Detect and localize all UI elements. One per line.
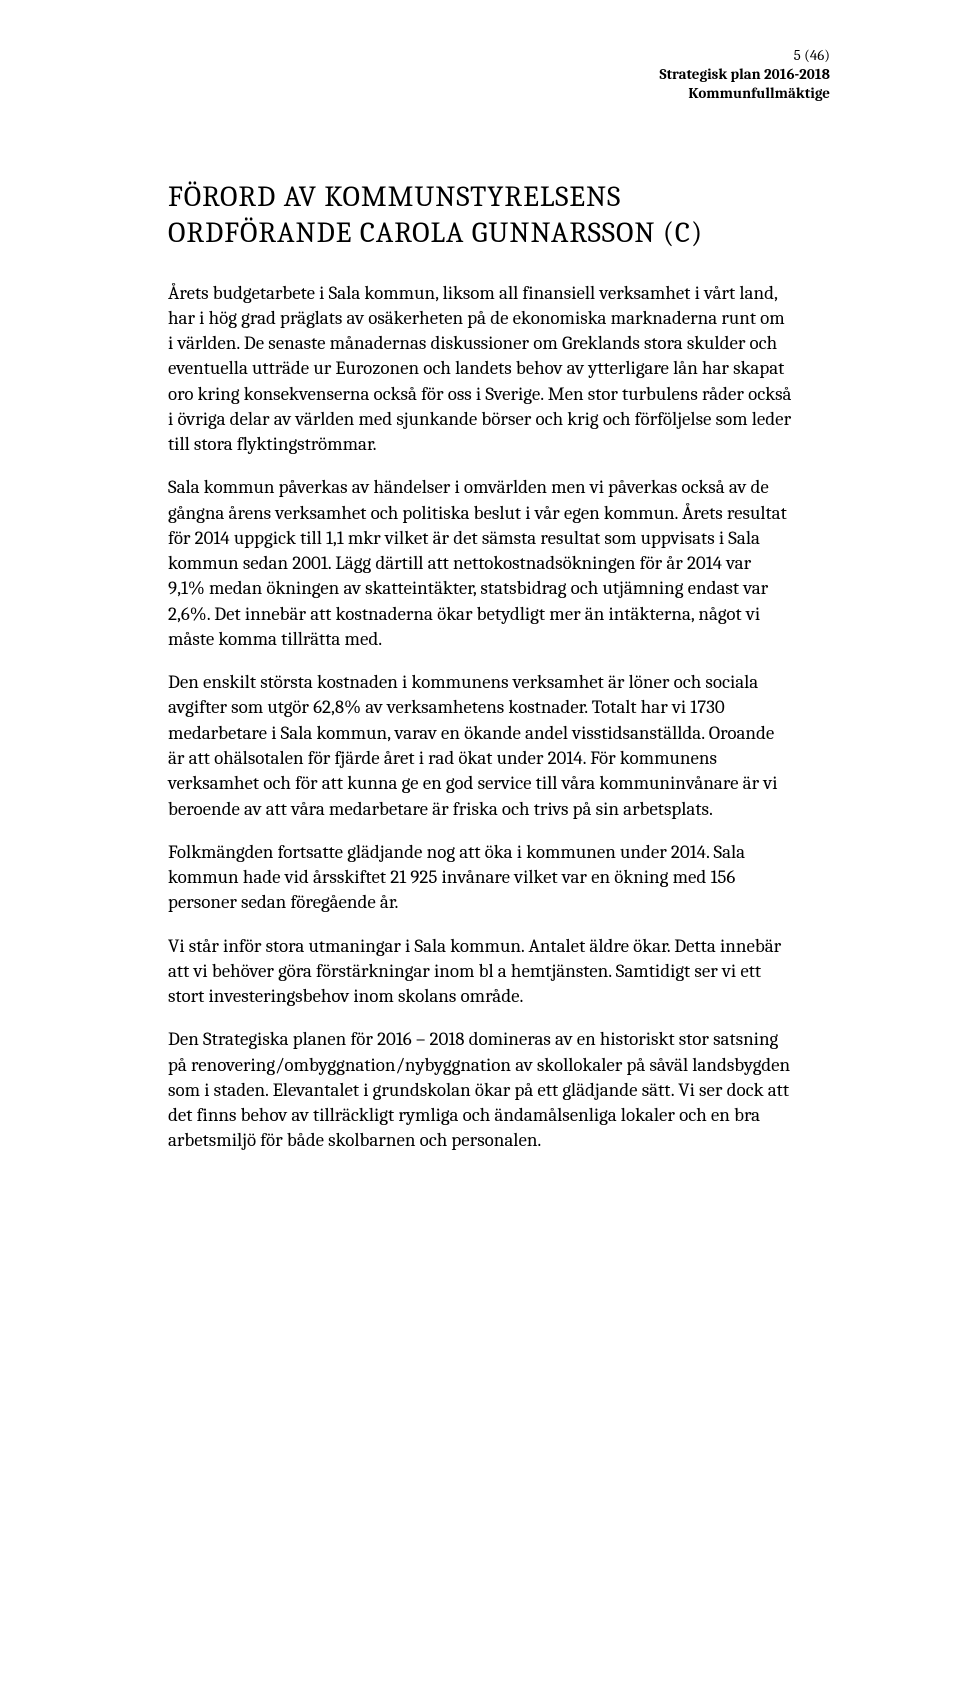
body-text: Årets budgetarbete i Sala kommun, liksom… <box>168 281 792 1154</box>
page-header: 5 (46) Strategisk plan 2016-2018 Kommunf… <box>659 46 830 102</box>
paragraph-1: Årets budgetarbete i Sala kommun, liksom… <box>168 281 792 458</box>
paragraph-2: Sala kommun påverkas av händelser i omvä… <box>168 475 792 652</box>
page-number: 5 (46) <box>659 46 830 65</box>
page-title: FÖRORD AV KOMMUNSTYRELSENS ORDFÖRANDE CA… <box>168 180 792 253</box>
paragraph-4: Folkmängden fortsatte glädjande nog att … <box>168 840 792 916</box>
document-page: 5 (46) Strategisk plan 2016-2018 Kommunf… <box>0 0 960 1698</box>
paragraph-5: Vi står inför stora utmaningar i Sala ko… <box>168 934 792 1010</box>
paragraph-3: Den enskilt största kostnaden i kommunen… <box>168 670 792 822</box>
doc-title: Strategisk plan 2016-2018 <box>659 65 830 84</box>
doc-subtitle: Kommunfullmäktige <box>659 84 830 103</box>
paragraph-6: Den Strategiska planen för 2016 – 2018 d… <box>168 1027 792 1153</box>
